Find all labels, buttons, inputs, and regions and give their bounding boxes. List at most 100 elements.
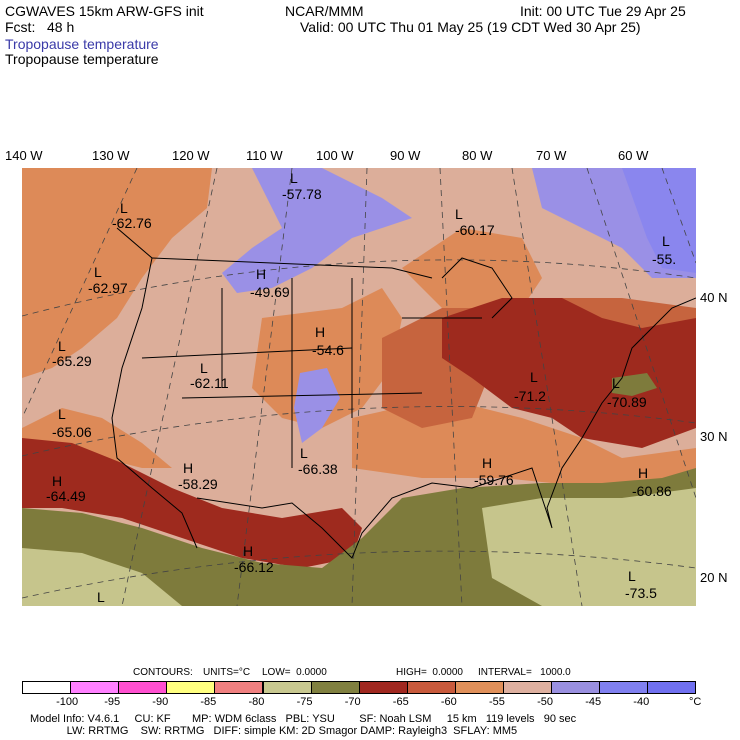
colorbar-swatch <box>647 681 697 694</box>
colorbar-tick-label: -85 <box>200 696 217 708</box>
map-center-value: -49.69 <box>250 284 290 300</box>
borders <box>111 227 696 559</box>
map-center-type: L <box>290 170 298 186</box>
lat-label: 30 N <box>700 429 728 444</box>
colorbar-tick-label: -50 <box>537 696 553 708</box>
colorbar-tick-label: -70 <box>344 696 361 708</box>
field-region-salmon-nw <box>22 168 212 378</box>
map-center-type: L <box>662 233 670 249</box>
map-center-type: H <box>315 324 326 340</box>
model-info-line2: LW: RRTMG SW: RRTMG DIFF: simple KM: 2D … <box>30 725 518 737</box>
colorbar-unit: °C <box>689 696 702 708</box>
colorbar-swatch <box>118 681 168 694</box>
model-info-line1: Model Info: V4.6.1 CU: KF MP: WDM 6class… <box>30 713 577 725</box>
colorbar-tick-label: -45 <box>585 696 602 708</box>
map-center-value: -65.29 <box>52 353 92 369</box>
field-region-lavender-canada <box>222 168 412 293</box>
contours-label: CONTOURS: <box>133 667 193 678</box>
field-region-salmon-lakes <box>402 228 542 318</box>
map-center-type: L <box>94 264 102 280</box>
colorbar-tick-label: -100 <box>56 696 79 708</box>
colorbar-swatch <box>214 681 264 694</box>
init-time: Init: 00 UTC Tue 29 Apr 25 <box>520 3 686 19</box>
map-center-value: -73.5 <box>625 585 657 601</box>
map-center-type: L <box>300 445 308 461</box>
colorbar-swatch <box>599 681 649 694</box>
map-center-type: H <box>52 473 63 489</box>
lat-label: 40 N <box>700 290 728 305</box>
field-region-olive-atlantic-spot <box>612 373 657 396</box>
map-center-value: -70.89 <box>607 394 647 410</box>
tropopause-temperature-map <box>22 168 696 606</box>
colorbar-tick-label: -55 <box>489 696 505 708</box>
map-center-type: H <box>482 455 493 471</box>
map-center-type: L <box>120 200 128 216</box>
graticule <box>22 168 696 606</box>
field-title-secondary: Tropopause temperature <box>5 51 159 67</box>
field-region-darkred-south <box>22 438 362 568</box>
field-region-khaki-caribbean <box>482 488 696 606</box>
map-center-type: L <box>97 589 105 605</box>
map-center-value: -62.11 <box>190 375 229 391</box>
field-region-periwinkle-northeast <box>622 168 696 273</box>
valid-time: Valid: 00 UTC Thu 01 May 25 (19 CDT Wed … <box>300 19 641 35</box>
field-region-salmon-plains <box>252 288 402 428</box>
map-center-value: -62.76 <box>112 215 152 231</box>
colorbar-swatch <box>406 681 456 694</box>
colorbar-tick-label: -80 <box>248 696 265 708</box>
colorbar-tick-label: -75 <box>296 696 313 708</box>
colorbar-tick-label: -60 <box>440 696 457 708</box>
map-center-value: -64.49 <box>46 488 86 504</box>
field-title-primary: Tropopause temperature <box>5 36 159 52</box>
colorbar-swatch <box>22 681 72 694</box>
lon-label: 80 W <box>462 148 493 163</box>
colorbar-swatch <box>262 681 312 694</box>
forecast-hour: Fcst: 48 h <box>5 19 75 35</box>
map-center-value: -59.76 <box>474 472 514 488</box>
map-center-value: -66.12 <box>234 559 274 575</box>
map-center-value: -60.17 <box>455 222 495 238</box>
map-center-type: L <box>530 369 538 385</box>
map-center-value: -66.38 <box>298 461 338 477</box>
colorbar-tick-label: -95 <box>104 696 121 708</box>
lon-label: 90 W <box>390 148 421 163</box>
map-center-value: -65.06 <box>52 424 92 440</box>
contours-units: UNITS=°C <box>203 667 251 678</box>
colorbar-swatch <box>70 681 120 694</box>
lon-label: 60 W <box>618 148 649 163</box>
map-center-value: -60.86 <box>632 483 672 499</box>
lon-label: 100 W <box>316 148 354 163</box>
map-center-type: H <box>256 266 267 282</box>
colorbar-swatch <box>551 681 601 694</box>
map-center-type: L <box>628 568 636 584</box>
map-center-type: L <box>58 338 66 354</box>
map-center-value: -55. <box>652 251 677 267</box>
colorbar-swatch <box>454 681 504 694</box>
contours-low: LOW= 0.0000 <box>262 667 327 678</box>
colorbar-tick-label: -90 <box>152 696 169 708</box>
contours-high: HIGH= 0.0000 <box>396 667 463 678</box>
map-center-type: H <box>183 460 194 476</box>
field-region-khaki-pacific <box>22 548 182 606</box>
lat-label: 20 N <box>700 570 728 585</box>
map-center-type: L <box>612 375 620 391</box>
map-center-type: L <box>455 206 463 222</box>
map-center-value: -58.29 <box>178 476 218 492</box>
lon-label: 140 W <box>5 148 43 163</box>
map-center-type: L <box>200 360 208 376</box>
map-center-type: H <box>638 465 649 481</box>
colorbar-swatch <box>503 681 553 694</box>
colorbar-tick-label: -65 <box>392 696 409 708</box>
organization: NCAR/MMM <box>285 3 364 19</box>
map-center-type: L <box>58 406 66 422</box>
model-title: CGWAVES 15km ARW-GFS init <box>5 3 204 19</box>
lon-label: 120 W <box>172 148 210 163</box>
colorbar-swatch <box>166 681 216 694</box>
colorbar-swatch <box>358 681 408 694</box>
colorbar-swatch <box>310 681 360 694</box>
map-center-value: -57.78 <box>282 186 322 202</box>
map-center-value: -54.6 <box>312 342 344 358</box>
lon-label: 110 W <box>246 148 283 163</box>
lon-label: 70 W <box>536 148 567 163</box>
field-region-darkred-east <box>442 298 696 448</box>
